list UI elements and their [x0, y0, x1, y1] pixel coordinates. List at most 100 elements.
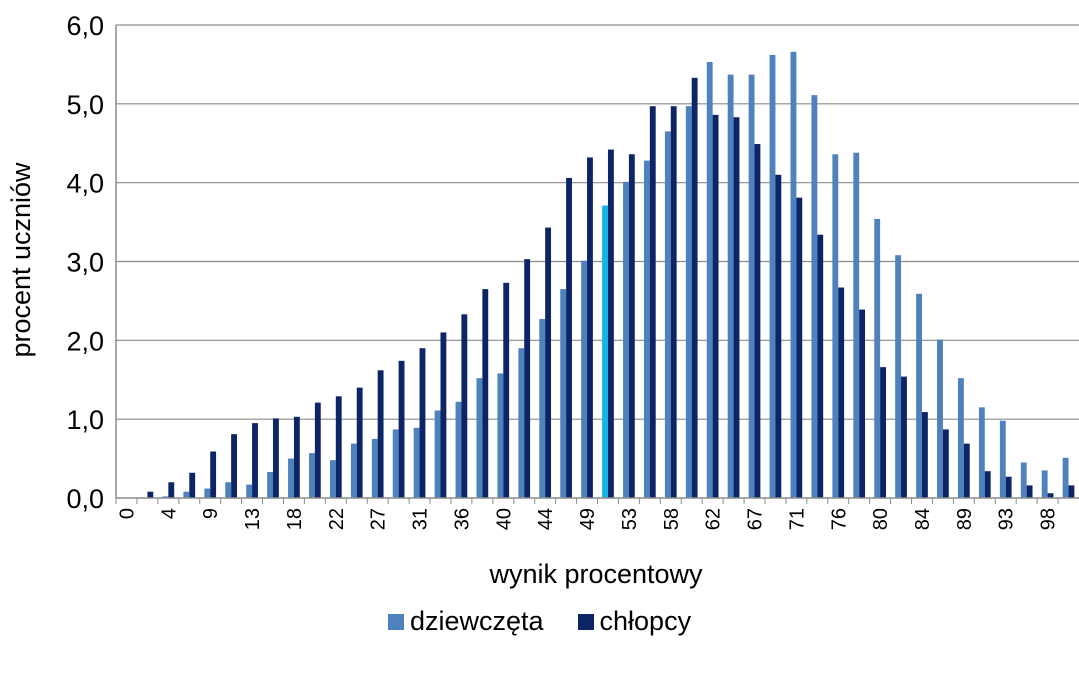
x-tick-label: 49 [577, 508, 599, 530]
x-axis-title: wynik procentowy [488, 559, 703, 589]
bar-chlopcy [880, 367, 886, 498]
bar-chlopcy [377, 370, 384, 498]
bar-dziewczeta [225, 482, 232, 498]
x-tick-label: 27 [368, 508, 390, 530]
y-tick-label: 6,0 [66, 11, 104, 41]
bar-dziewczeta [455, 401, 462, 498]
bar-dziewczeta [1062, 457, 1069, 498]
bar-dziewczeta [685, 106, 692, 498]
x-tick-label: 80 [870, 508, 892, 530]
x-tick-label: 13 [242, 508, 264, 530]
bar-chlopcy [691, 77, 698, 498]
bar-chlopcy [921, 412, 928, 498]
x-tick-label: 71 [786, 508, 808, 530]
bar-chlopcy [356, 387, 363, 498]
bar-dziewczeta [267, 471, 274, 498]
bar-dziewczeta [874, 218, 881, 498]
x-tick-label: 4 [158, 508, 180, 519]
bar-dziewczeta [727, 74, 734, 498]
bar-dziewczeta [350, 443, 357, 498]
x-tick-label: 18 [284, 508, 306, 530]
bar-dziewczeta [706, 62, 713, 499]
bar-dziewczeta [643, 160, 650, 498]
y-tick-label: 1,0 [66, 405, 104, 435]
bar-chlopcy [189, 472, 196, 498]
bar-chlopcy [252, 423, 258, 498]
y-tick-labels: 0,0 1,0 2,0 3,0 4,0 5,0 6,0 [66, 11, 104, 514]
bar-dziewczeta [958, 378, 964, 498]
bar-dziewczeta [371, 438, 378, 499]
bar-dziewczeta [309, 453, 315, 498]
bar-dziewczeta [539, 319, 546, 498]
bar-chlopcy [775, 174, 782, 498]
bar-dziewczeta [518, 348, 525, 498]
x-tick-label: 44 [535, 508, 557, 530]
bar-dziewczeta [497, 373, 504, 498]
y-tick-label: 4,0 [66, 169, 104, 199]
bar-chlopcy [607, 149, 614, 498]
bar-dziewczeta [183, 491, 190, 498]
bar-dziewczeta [769, 54, 776, 499]
x-tick-label: 84 [912, 508, 934, 530]
bar-chlopcy [147, 491, 154, 498]
legend-label-dziewczeta: dziewczęta [409, 606, 544, 636]
bar-chlopcy [524, 259, 531, 498]
grid-layer [116, 24, 1079, 420]
bars-layer [147, 51, 1075, 499]
x-tick-label: 9 [200, 508, 222, 519]
y-axis-title: procent uczniów [6, 162, 36, 358]
bar-chlopcy [859, 309, 866, 498]
x-tick-label: 58 [661, 508, 683, 530]
bar-chlopcy [335, 396, 342, 498]
bar-chlopcy [963, 443, 970, 498]
bar-dziewczeta [246, 484, 253, 498]
bar-chlopcy [210, 451, 217, 498]
bar-chlopcy [670, 106, 677, 498]
bar-chlopcy [461, 314, 468, 498]
x-tick-label: 67 [745, 508, 767, 530]
bar-chlopcy [168, 482, 175, 498]
bar-chlopcy [1005, 476, 1012, 498]
bar-dziewczeta [811, 95, 818, 498]
bar-dziewczeta [581, 260, 588, 498]
bar-dziewczeta [937, 339, 943, 498]
bar-dziewczeta [664, 131, 671, 498]
bar-chlopcy [231, 434, 237, 498]
bar-dziewczeta [978, 407, 985, 498]
bar-dziewczeta [413, 427, 420, 498]
legend-item-chlopcy: chłopcy [577, 606, 691, 637]
x-tick-label: 0 [116, 508, 138, 519]
bar-chlopcy [273, 418, 279, 498]
bar-chlopcy [398, 360, 405, 498]
bar-dziewczeta [623, 181, 629, 498]
bar-chlopcy [649, 106, 656, 498]
bar-dziewczeta [790, 51, 797, 499]
x-tick-label: 93 [996, 508, 1018, 530]
bar-chlopcy [984, 471, 991, 498]
bar-dziewczeta [162, 496, 169, 498]
bar-dziewczeta [999, 420, 1006, 498]
legend-item-dziewczeta: dziewczęta [387, 606, 544, 637]
bar-dziewczeta [832, 154, 839, 499]
bar-chlopcy [587, 157, 593, 498]
y-tick-label: 2,0 [66, 326, 104, 356]
bar-chlopcy [545, 227, 552, 498]
y-tick-label: 3,0 [66, 248, 104, 278]
legend: dziewczęta chłopcy [0, 606, 1079, 637]
x-tick-label: 40 [493, 508, 515, 530]
x-tick-labels: 0 4 9 13 18 22 27 31 36 40 44 49 53 58 62 67 71 76 80 84 89 9… [115, 498, 1060, 530]
bar-dziewczeta [602, 205, 608, 498]
bar-chlopcy [293, 416, 300, 498]
x-tick-label: 36 [451, 508, 473, 530]
bar-chlopcy [817, 234, 824, 498]
bar-dziewczeta [748, 74, 755, 498]
x-tick-label: 53 [619, 508, 641, 530]
bar-dziewczeta [476, 378, 483, 498]
bar-chlopcy [440, 332, 447, 498]
bar-chlopcy [1026, 485, 1033, 498]
bar-dziewczeta [392, 429, 399, 498]
bar-chlopcy [1047, 493, 1054, 498]
bar-chlopcy [796, 197, 803, 498]
bar-chlopcy [1068, 485, 1075, 498]
bar-dziewczeta [1020, 462, 1027, 498]
